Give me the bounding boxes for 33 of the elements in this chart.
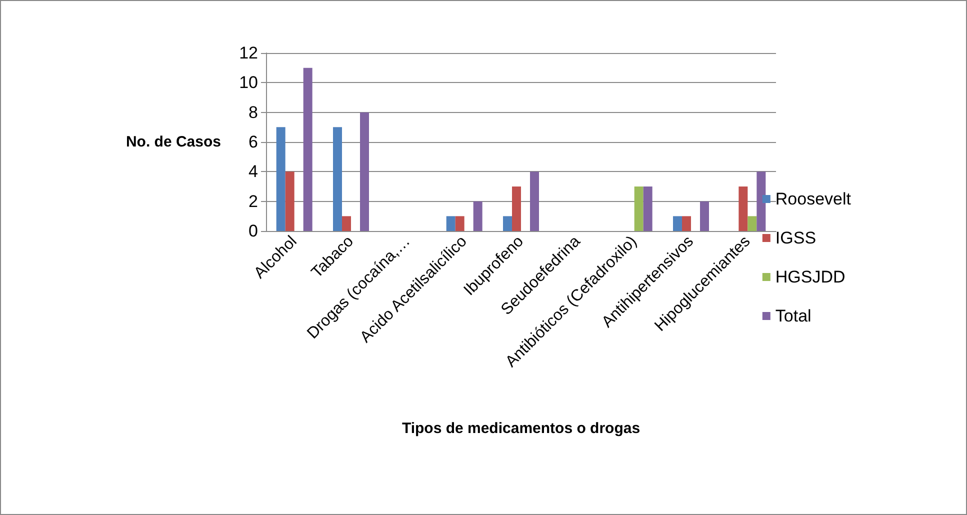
y-tick-label: 2 [248, 192, 258, 211]
bar [276, 127, 286, 231]
bar [700, 201, 709, 231]
y-tick-label: 4 [248, 162, 258, 182]
y-tick-label: 8 [248, 102, 258, 122]
bar [503, 216, 512, 231]
y-tick-label: 12 [239, 44, 258, 62]
y-tick-label: 6 [248, 132, 258, 152]
y-axis-title: No. de Casos [126, 134, 221, 150]
bar [748, 216, 757, 231]
bar [634, 186, 644, 231]
bar [738, 186, 748, 231]
bar [512, 186, 521, 231]
bar [285, 172, 294, 231]
bar [473, 201, 482, 231]
legend-label: IGSS [775, 228, 816, 248]
bar [682, 216, 691, 231]
bar [303, 68, 312, 231]
bar [673, 216, 682, 231]
bar [333, 127, 342, 231]
y-tick-label: 0 [248, 222, 258, 240]
bar [360, 112, 369, 231]
legend-label: Total [775, 306, 812, 326]
bar [643, 186, 652, 231]
legend-label: Roosevelt [775, 190, 852, 208]
bar [756, 172, 766, 231]
bar [446, 216, 456, 231]
y-tick-label: 10 [239, 73, 258, 92]
x-axis-title: Tipos de medicamentos o drogas [402, 420, 640, 437]
bar [530, 172, 539, 231]
bar [342, 216, 351, 231]
bar [455, 216, 464, 231]
legend-label: HGSJDD [775, 268, 846, 286]
